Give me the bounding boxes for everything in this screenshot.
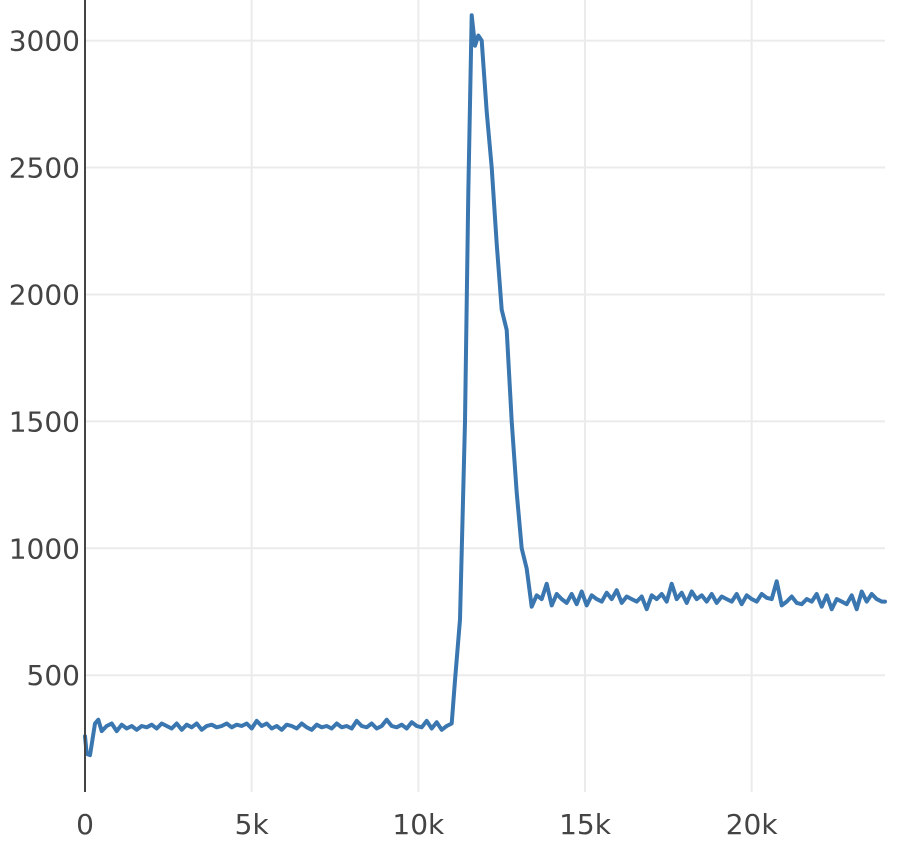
series-lines <box>83 13 887 758</box>
x-tick-label-2: 10k <box>392 808 445 841</box>
y-tick-label-3: 2000 <box>9 278 80 311</box>
x-tick-label-3: 15k <box>559 808 612 841</box>
x-tick-label-4: 20k <box>726 808 779 841</box>
y-tick-labels: 500 1000 1500 2000 2500 3000 <box>9 25 80 693</box>
x-tick-label-0: 0 <box>76 808 94 841</box>
y-tick-label-4: 2500 <box>9 152 80 185</box>
x-gridlines <box>250 0 753 792</box>
x-tick-label-1: 5k <box>235 808 270 841</box>
y-tick-label-0: 500 <box>27 659 80 692</box>
y-tick-label-5: 3000 <box>9 25 80 58</box>
y-gridlines <box>85 39 885 677</box>
y-tick-label-2: 1500 <box>9 405 80 438</box>
y-tick-label-1: 1000 <box>9 532 80 565</box>
series-line-0 <box>83 13 887 758</box>
x-tick-labels: 0 5k 10k 15k 20k <box>76 808 778 841</box>
